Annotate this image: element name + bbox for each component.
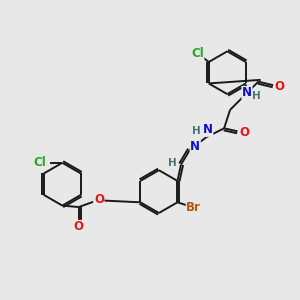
Text: O: O [74,220,84,233]
Text: H: H [168,158,177,168]
Text: Cl: Cl [191,47,204,60]
Text: H: H [251,91,260,101]
Text: N: N [242,86,252,99]
Text: O: O [239,126,249,139]
Text: H: H [192,126,201,136]
Text: N: N [190,140,200,153]
Text: N: N [203,123,213,136]
Text: Cl: Cl [33,156,46,169]
Text: Br: Br [186,201,201,214]
Text: O: O [94,193,104,206]
Text: O: O [275,80,285,93]
